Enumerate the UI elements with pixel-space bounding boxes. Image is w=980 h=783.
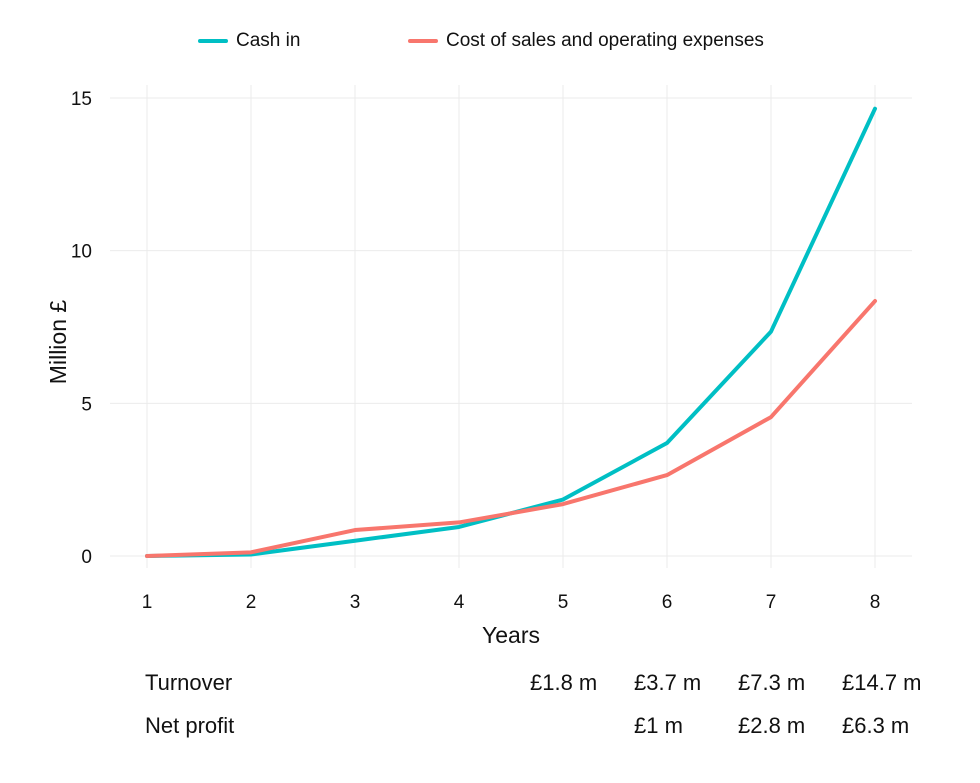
x-tick-label-1: 1	[142, 592, 153, 613]
legend-label-costs: Cost of sales and operating expenses	[446, 30, 764, 51]
y-tick-label-10: 10	[71, 242, 92, 263]
legend-swatch-costs	[408, 39, 438, 43]
series-group	[145, 106, 877, 558]
x-tick-label-5: 5	[558, 592, 569, 613]
x-tick-label-2: 2	[246, 592, 257, 613]
x-tick-label-6: 6	[662, 592, 673, 613]
x-tick-label-4: 4	[454, 592, 465, 613]
x-tick-label-7: 7	[766, 592, 777, 613]
x-axis-title: Years	[482, 622, 540, 648]
series-line-cash-in	[145, 106, 877, 558]
tick-labels: 1 2 3 4 5 6 7 8 0 5 10 15	[71, 89, 880, 613]
x-tick-label-3: 3	[350, 592, 361, 613]
y-axis-title: Million £	[45, 300, 71, 385]
series-line-costs	[145, 299, 877, 558]
legend-label-cash-in: Cash in	[236, 30, 301, 51]
legend-item-costs: Cost of sales and operating expenses	[408, 30, 764, 52]
y-tick-label-15: 15	[71, 89, 92, 110]
grid	[110, 85, 912, 568]
legend: Cash in Cost of sales and operating expe…	[0, 30, 980, 60]
y-tick-label-0: 0	[81, 547, 92, 568]
legend-swatch-cash-in	[198, 39, 228, 43]
x-tick-label-8: 8	[870, 592, 881, 613]
y-tick-label-5: 5	[81, 394, 92, 415]
legend-item-cash-in: Cash in	[198, 30, 300, 52]
